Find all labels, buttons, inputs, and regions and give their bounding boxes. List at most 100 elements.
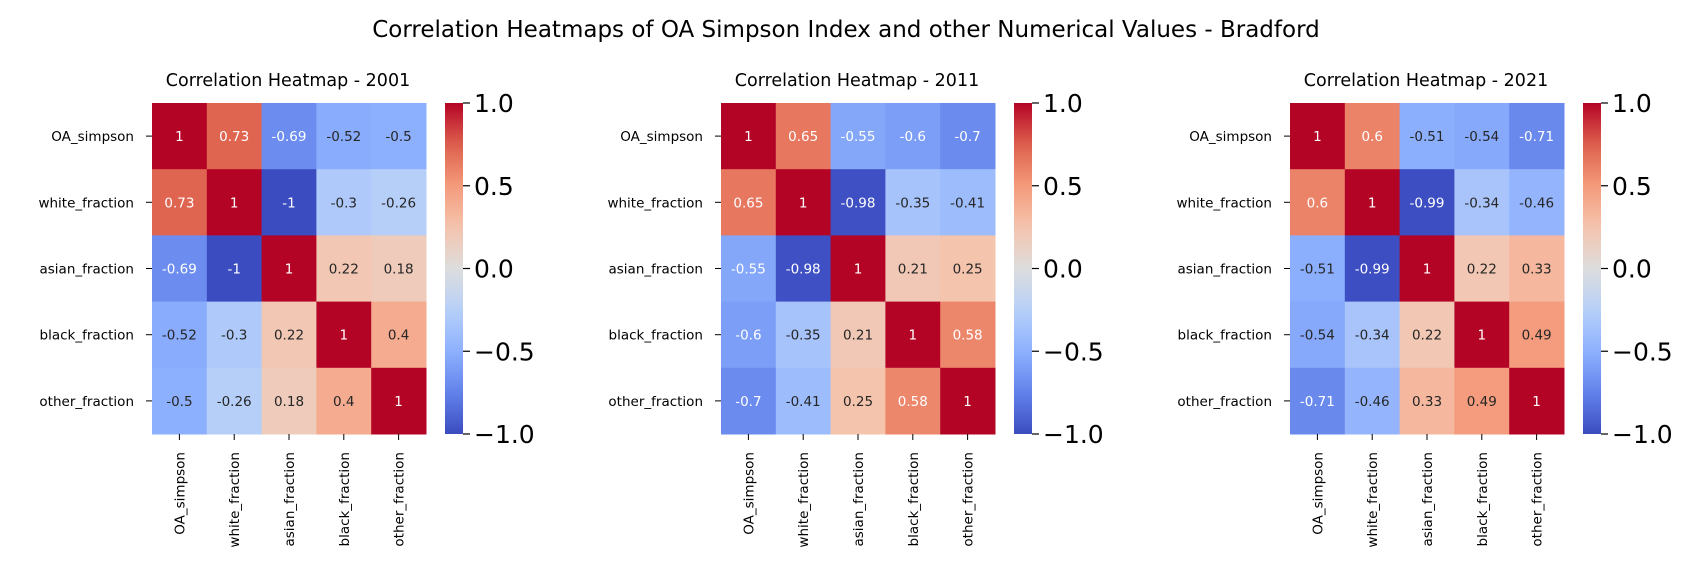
cell-value-label: 1 (340, 328, 349, 344)
cell-value-label: -0.35 (786, 328, 821, 344)
cell-value-label: 0.25 (843, 394, 873, 410)
heatmap-cell (1290, 235, 1346, 303)
y-tick-label: asian_fraction (1178, 262, 1273, 278)
cell-value-label: 1 (285, 262, 294, 278)
cell-value-label: 0.65 (733, 195, 763, 211)
cell-value-label: -0.7 (954, 129, 980, 145)
x-tick-label: white_fraction (1365, 452, 1381, 548)
cell-value-label: 0.22 (1467, 262, 1497, 278)
heatmap-cell (261, 235, 317, 303)
cell-value-label: -0.35 (895, 195, 930, 211)
cell-value-label: -0.46 (1519, 195, 1554, 211)
colorbar-tick-label: −0.5 (474, 337, 535, 366)
heatmap-cell (206, 301, 263, 369)
colorbar-tick-label: −1.0 (474, 420, 535, 449)
cell-value-label: 0.73 (219, 129, 249, 145)
heatmap-cell (152, 301, 208, 369)
y-tick-label: OA_simpson (51, 129, 134, 145)
colorbar (445, 103, 463, 434)
cell-value-label: -1 (282, 195, 295, 211)
cell-value-label: -0.52 (326, 129, 361, 145)
cell-value-label: 0.21 (898, 262, 928, 278)
cell-value-label: -0.34 (1464, 195, 1499, 211)
heatmap-cell (316, 103, 372, 170)
colorbar-tick-label: 0.5 (1043, 172, 1083, 201)
heatmap-cell (1454, 301, 1510, 369)
cell-value-label: -0.34 (1355, 328, 1390, 344)
heatmap-cell (830, 367, 886, 435)
x-tick-label: OA_simpson (172, 452, 188, 535)
panel-title: Correlation Heatmap - 2011 (735, 71, 979, 91)
heatmap-cell (885, 367, 941, 435)
heatmap-cell (940, 169, 996, 236)
heatmap-cell (261, 301, 317, 369)
x-tick-label: black_fraction (337, 452, 353, 546)
cell-value-label: 1 (744, 129, 753, 145)
colorbar-tick-label: −1.0 (1612, 420, 1673, 449)
cell-value-label: 0.22 (329, 262, 359, 278)
cell-value-label: 1 (175, 129, 184, 145)
cell-value-label: -0.98 (786, 262, 821, 278)
cell-value-label: -0.51 (1300, 262, 1335, 278)
cell-value-label: 0.4 (388, 328, 409, 344)
heatmap-cell (1454, 103, 1510, 170)
colorbar-tick-label: 1.0 (1043, 89, 1083, 118)
cell-value-label: -0.71 (1300, 394, 1335, 410)
x-tick-label: black_fraction (906, 452, 922, 546)
x-tick-label: asian_fraction (851, 452, 867, 547)
cell-value-label: 0.22 (274, 328, 304, 344)
heatmap-cell (152, 367, 208, 435)
x-tick-label: other_fraction (961, 452, 977, 547)
cell-value-label: -0.5 (166, 394, 192, 410)
cell-value-label: 0.65 (788, 129, 818, 145)
cell-value-label: 0.25 (953, 262, 983, 278)
heatmap-cell (1344, 235, 1401, 303)
heatmap-cell (1509, 103, 1565, 170)
cell-value-label: 1 (799, 195, 808, 211)
cell-value-label: -0.69 (162, 262, 197, 278)
cell-value-label: -0.71 (1519, 129, 1554, 145)
heatmap-cell (1344, 169, 1401, 236)
y-tick-label: OA_simpson (1189, 129, 1272, 145)
heatmap-cell (1399, 103, 1455, 170)
cell-value-label: -0.6 (900, 129, 926, 145)
heatmap-cell (1454, 235, 1510, 303)
heatmap-cell (775, 169, 832, 236)
heatmap-cell (316, 169, 372, 236)
heatmap-cell (316, 367, 372, 435)
heatmap-cell (940, 301, 996, 369)
heatmap-cell (371, 367, 427, 435)
heatmap-cell (261, 103, 317, 170)
heatmap-cell (206, 235, 263, 303)
heatmap-cell (1399, 301, 1455, 369)
y-tick-label: white_fraction (38, 195, 134, 211)
colorbar (1583, 103, 1601, 434)
cell-value-label: -0.3 (221, 328, 247, 344)
y-tick-label: black_fraction (40, 328, 134, 344)
y-tick-label: other_fraction (1177, 394, 1272, 410)
heatmap-cell (721, 367, 777, 435)
cell-value-label: 0.18 (384, 262, 414, 278)
cell-value-label: 1 (1478, 328, 1487, 344)
colorbar (1014, 103, 1032, 434)
heatmap-cell (1290, 169, 1346, 236)
colorbar-tick-label: 0.0 (1612, 255, 1652, 284)
heatmap-cell (261, 169, 317, 236)
cell-value-label: 1 (909, 328, 918, 344)
heatmap-cell (775, 235, 832, 303)
heatmap-cell (1509, 301, 1565, 369)
cell-value-label: 0.21 (843, 328, 873, 344)
x-tick-label: OA_simpson (741, 452, 757, 535)
cell-value-label: 0.58 (898, 394, 928, 410)
cell-value-label: -0.6 (735, 328, 761, 344)
heatmap-cell (1509, 169, 1565, 236)
y-tick-label: other_fraction (608, 394, 703, 410)
heatmap-cell (885, 301, 941, 369)
heatmap-cell (1399, 367, 1455, 435)
heatmap-cell (316, 235, 372, 303)
colorbar-tick-label: 1.0 (1612, 89, 1652, 118)
heatmap-cell (721, 103, 777, 170)
cell-value-label: 0.18 (274, 394, 304, 410)
cell-value-label: -0.54 (1464, 129, 1499, 145)
cell-value-label: -0.99 (1410, 195, 1445, 211)
